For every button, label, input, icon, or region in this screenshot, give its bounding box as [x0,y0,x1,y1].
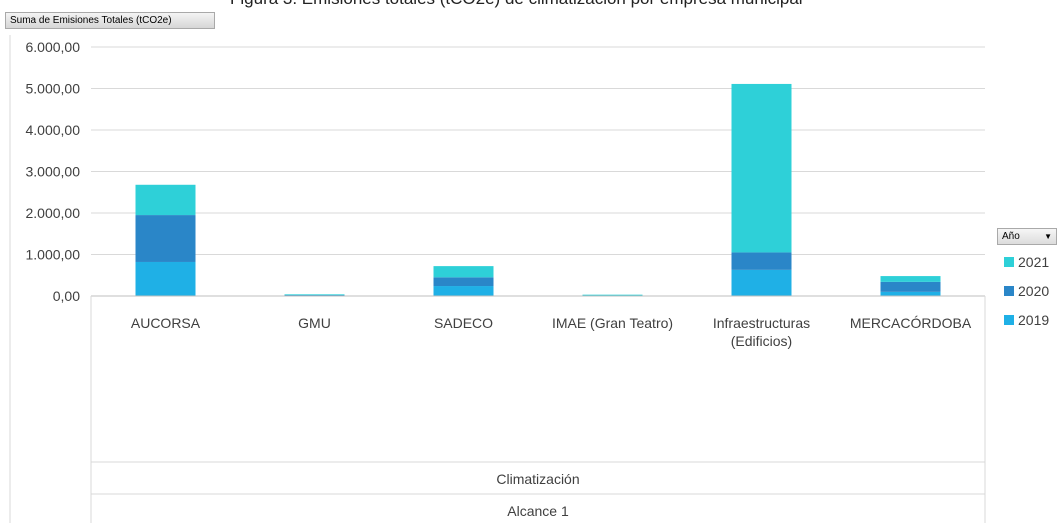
y-tick-label: 1.000,00 [26,247,81,263]
axis-group-label: Climatización [496,471,579,487]
category-label: Infraestructuras [713,315,810,331]
y-tick-label: 4.000,00 [26,122,81,138]
legend-swatch [1004,286,1014,296]
legend-label: 2019 [1018,312,1050,328]
legend-swatch [1004,257,1014,267]
legend-label: 2020 [1018,283,1050,299]
y-tick-label: 6.000,00 [26,39,81,55]
year-filter-button[interactable]: Año ▼ [997,228,1057,245]
bar-segment-2021 [135,184,196,216]
axis-group-label: Alcance 1 [507,503,569,519]
value-field-button[interactable]: Suma de Emisiones Totales (tCO2e) [5,12,215,29]
category-axis: AUCORSA GMU SADECO IMAE (Gran Teatro) Infrae… [9,35,986,523]
category-label: GMU [298,315,331,331]
bar-segment-2019 [433,286,494,296]
bar-segment-2021 [731,83,792,253]
bar-segment-2020 [731,252,792,270]
bar-segment-2021 [284,294,345,296]
bar-segment-2020 [135,215,196,262]
legend-label: 2021 [1018,254,1050,270]
bar-segment-2019 [880,291,941,296]
y-tick-label: 0,00 [53,288,80,304]
category-label: MERCACÓRDOBA [850,315,972,331]
bar-segment-2021 [880,276,941,282]
dropdown-arrow-icon: ▼ [1044,232,1052,241]
y-axis-tick-labels: 0,00 1.000,00 2.000,00 3.000,00 4.000,00 5.00… [26,39,81,304]
bar-segment-2020 [284,294,345,296]
bar-segment-2020 [880,281,941,292]
bar-segment-2020 [433,277,494,287]
cut-off-title-text: Figura 3. Emisiones totales (tCO2e) de c… [230,0,803,8]
bar-segment-2021 [582,294,643,296]
y-tick-label: 5.000,00 [26,81,81,97]
bar-segment-2021 [433,266,494,278]
category-label: IMAE (Gran Teatro) [552,315,673,331]
category-label: (Edificios) [731,333,792,349]
value-field-label: Suma de Emisiones Totales (tCO2e) [10,15,172,26]
bars [135,83,941,297]
category-label: AUCORSA [131,315,201,331]
gridlines [91,46,985,255]
y-tick-label: 2.000,00 [26,205,81,221]
cut-off-chart-title: Figura 3. Emisiones totales (tCO2e) de c… [0,0,1059,8]
bar-segment-2019 [135,261,196,296]
bar-segment-2019 [731,269,792,296]
y-tick-label: 3.000,00 [26,164,81,180]
category-label: SADECO [434,315,493,331]
year-filter-label: Año [1002,231,1020,242]
legend-swatch [1004,315,1014,325]
